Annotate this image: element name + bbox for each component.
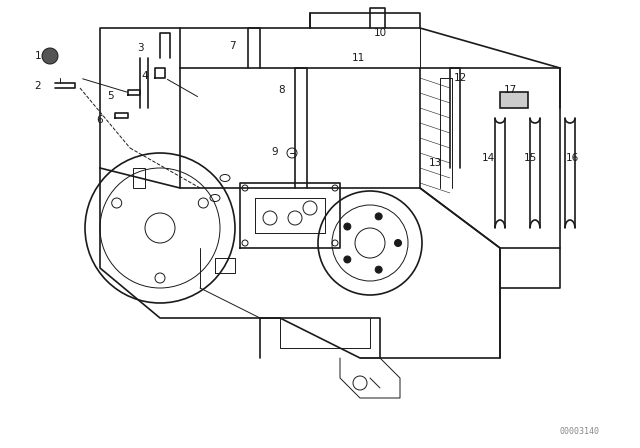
Circle shape: [375, 213, 382, 220]
Bar: [133, 168, 145, 188]
Text: 9: 9: [272, 147, 278, 157]
Text: 8: 8: [278, 85, 285, 95]
Text: 13: 13: [428, 158, 442, 168]
Circle shape: [344, 223, 351, 230]
Text: 2: 2: [35, 81, 42, 91]
Text: 17: 17: [504, 85, 516, 95]
Text: 14: 14: [481, 153, 495, 163]
Circle shape: [42, 48, 58, 64]
Text: 5: 5: [107, 91, 113, 101]
Circle shape: [394, 240, 401, 246]
Text: 15: 15: [524, 153, 536, 163]
Text: 4: 4: [141, 71, 148, 81]
Text: 00003140: 00003140: [560, 427, 600, 436]
Text: 1: 1: [35, 51, 42, 61]
Text: 11: 11: [351, 53, 365, 63]
Text: 12: 12: [453, 73, 467, 83]
Circle shape: [375, 266, 382, 273]
Text: 3: 3: [137, 43, 143, 53]
Text: 6: 6: [97, 115, 103, 125]
Text: 16: 16: [565, 153, 579, 163]
Bar: [500, 92, 528, 108]
Circle shape: [344, 256, 351, 263]
Text: 10: 10: [373, 28, 387, 38]
Text: 7: 7: [228, 41, 236, 51]
